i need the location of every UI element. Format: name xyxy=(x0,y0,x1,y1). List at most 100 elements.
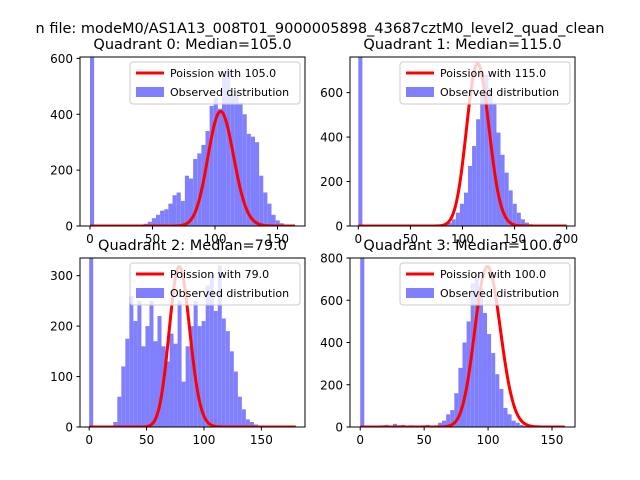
histogram-bar xyxy=(275,220,280,226)
histogram-bar xyxy=(164,209,169,226)
plot-area xyxy=(357,57,568,226)
histogram-bar xyxy=(487,334,492,427)
x-tick-label: 100 xyxy=(204,232,227,246)
histogram-bar xyxy=(234,91,239,226)
histogram-bar xyxy=(222,75,227,226)
histogram-bar xyxy=(201,321,206,427)
histogram-bar xyxy=(245,419,250,427)
y-tick-label: 0 xyxy=(65,421,73,435)
panels: 0 50 100 150 0 200 400 600 Quadrant 0: Median=10… xyxy=(50,37,578,447)
x-tick-label: 0 xyxy=(86,232,94,246)
histogram-bar xyxy=(499,388,504,427)
y-tick-label: 800 xyxy=(320,252,343,266)
legend: Poission with 105.0 Observed distribution xyxy=(129,61,301,105)
legend-label-observed: Observed distribution xyxy=(170,287,289,300)
x-tick-label: 100 xyxy=(477,433,500,447)
histogram-bar xyxy=(237,396,242,427)
y-tick-label: 0 xyxy=(65,220,73,234)
histogram-bar xyxy=(259,175,264,226)
histogram-bar xyxy=(478,287,483,427)
x-tick-label: 150 xyxy=(541,433,564,447)
histogram-bar xyxy=(463,192,469,226)
histogram-bar xyxy=(437,422,443,427)
legend-label-observed: Observed distribution xyxy=(170,86,289,99)
histogram-bar xyxy=(229,351,234,427)
histogram-bar xyxy=(151,218,156,226)
histogram-bar xyxy=(507,414,512,427)
histogram-bar xyxy=(225,331,230,427)
histogram-bar xyxy=(176,192,181,226)
histogram-bar xyxy=(238,103,243,226)
quadrant-panel: 0 50 100 150 0 200 400 600 Quadrant 0: Median=10… xyxy=(50,37,306,246)
histogram-bar xyxy=(172,195,177,226)
x-tick-label: 200 xyxy=(555,232,578,246)
legend-box xyxy=(129,262,301,306)
figure-suptitle: n file: modeM0/AS1A13_008T01_9000005898_… xyxy=(36,21,605,37)
histogram-bar xyxy=(205,285,210,427)
histogram-bar xyxy=(205,131,210,226)
plot-area xyxy=(88,258,297,427)
histogram-bar xyxy=(230,94,235,226)
histogram-bar xyxy=(480,92,485,226)
histogram-bar xyxy=(271,214,276,226)
axes-frame xyxy=(79,56,306,227)
histogram-bar xyxy=(511,420,516,427)
plot-area xyxy=(89,57,297,226)
y-tick-label: 400 xyxy=(50,108,73,122)
x-tick-label: 0 xyxy=(355,232,363,246)
histogram-bar xyxy=(147,221,152,226)
histogram-bar xyxy=(193,158,198,226)
histogram-bar xyxy=(516,212,521,226)
legend: Poission with 115.0 Observed distribution xyxy=(399,61,571,105)
x-tick-label: 50 xyxy=(403,232,418,246)
histogram-bar xyxy=(500,154,505,226)
y-tick-label: 400 xyxy=(320,131,343,145)
poisson-curve xyxy=(88,265,297,427)
histogram-bar xyxy=(169,333,174,427)
histogram-bar xyxy=(503,407,508,427)
histogram-bar xyxy=(358,57,363,226)
histogram-bar xyxy=(491,353,496,427)
histogram-bar xyxy=(241,409,246,427)
histogram-bar xyxy=(524,222,529,226)
panel-title: Quadrant 0: Median=105.0 xyxy=(93,37,291,53)
quadrant-panel: 0 50 100 150 0 200 400 600 800 Quadrant 3: Median… xyxy=(320,238,576,447)
x-tick-label: 150 xyxy=(250,433,273,447)
x-tick-label: 0 xyxy=(356,433,364,447)
histogram-bar xyxy=(496,132,501,226)
histogram-bar xyxy=(181,381,186,427)
histogram-bar xyxy=(213,310,218,427)
histogram-bar xyxy=(472,145,477,226)
y-tick-label: 0 xyxy=(335,220,343,234)
plot-area xyxy=(360,258,565,427)
legend-bar-swatch xyxy=(136,288,164,298)
y-tick-label: 600 xyxy=(50,52,73,66)
y-tick-label: 0 xyxy=(335,421,343,435)
histogram-bar xyxy=(488,88,493,226)
histogram-bar xyxy=(512,203,517,226)
histogram-bar xyxy=(209,105,214,226)
panel-title: Quadrant 1: Median=115.0 xyxy=(363,37,561,53)
legend-bar-swatch xyxy=(136,87,164,97)
histogram-bar xyxy=(249,421,254,427)
x-tick-label: 100 xyxy=(193,433,216,447)
histogram-bar xyxy=(184,175,189,226)
y-tick-label: 200 xyxy=(50,320,73,334)
histogram-bar xyxy=(454,393,459,427)
x-tick-label: 100 xyxy=(451,232,474,246)
histogram-bar xyxy=(450,410,455,427)
histogram-bar xyxy=(141,346,146,427)
histogram-bar xyxy=(508,190,513,226)
legend-label-poisson: Poission with 79.0 xyxy=(170,268,269,281)
histogram-bar xyxy=(121,366,126,427)
histogram-bar xyxy=(476,119,481,226)
legend-box xyxy=(399,262,571,306)
histogram-bar xyxy=(156,214,161,226)
histogram-bar xyxy=(242,114,247,226)
histogram-bar xyxy=(165,361,170,427)
y-tick-label: 200 xyxy=(320,175,343,189)
histogram-bar xyxy=(173,343,178,427)
histogram-bar xyxy=(193,300,198,427)
histogram-bar xyxy=(221,318,226,427)
histogram-bar xyxy=(246,133,251,226)
